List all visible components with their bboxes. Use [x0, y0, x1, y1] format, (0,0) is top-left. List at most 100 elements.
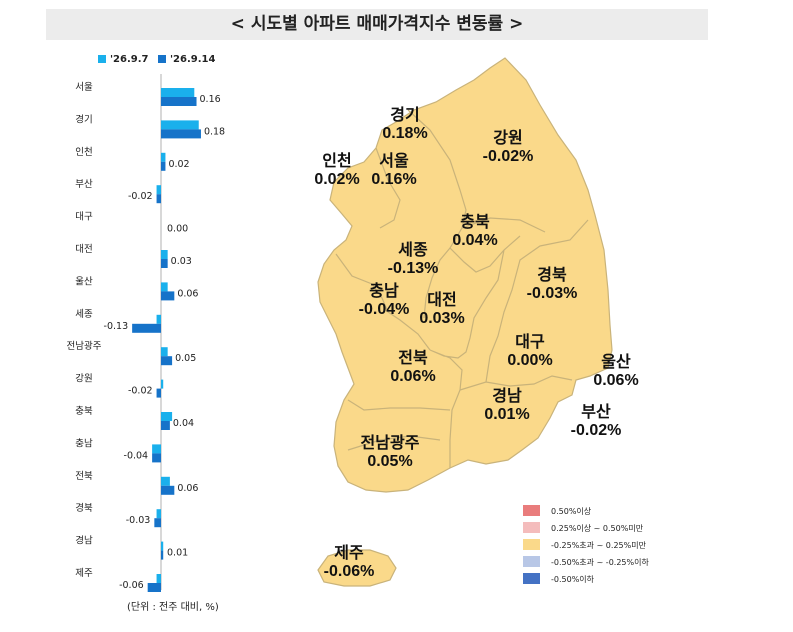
bar-this — [161, 421, 170, 430]
value-label: 0.00 — [167, 224, 188, 235]
region-label-14: 전남광주 0.05% — [345, 435, 435, 471]
value-label: 0.06 — [177, 288, 198, 299]
category-label: 강원 — [75, 374, 92, 385]
legend-label-this: '26.9.14 — [170, 54, 216, 65]
region-value: 0.16% — [371, 171, 417, 188]
map-legend-label: -0.50%초과 ~ -0.25%이하 — [551, 558, 649, 567]
region-name: 전남광주 — [360, 435, 420, 452]
bar-prev — [161, 347, 168, 357]
legend-swatch-this — [158, 55, 166, 63]
region-name: 대구 — [515, 334, 545, 351]
value-label: 0.03 — [171, 256, 192, 267]
region-label-8: 경북 -0.03% — [507, 267, 597, 303]
category-label: 대구 — [75, 212, 93, 223]
bar-prev — [161, 379, 164, 389]
bar-this — [132, 323, 161, 333]
bar-prev — [161, 250, 168, 259]
bar-prev — [152, 444, 161, 454]
region-label-10: 전북 0.06% — [368, 350, 458, 386]
region-label-13: 부산 -0.02% — [551, 404, 641, 440]
region-value: -0.06% — [323, 563, 375, 580]
value-label: 0.05 — [175, 353, 196, 364]
bar-this — [161, 259, 168, 268]
map-legend-label: -0.25%초과 ~ 0.25%미만 — [551, 541, 646, 550]
region-name: 제주 — [334, 545, 364, 562]
mainland — [317, 57, 613, 493]
value-label: 0.16 — [200, 94, 221, 105]
bar-prev — [161, 120, 199, 130]
region-label-7: 대전 0.03% — [397, 292, 487, 328]
bar-this — [161, 550, 164, 560]
bar-prev — [161, 541, 164, 551]
region-label-6: 충남 -0.04% — [339, 283, 429, 319]
category-label: 경북 — [75, 502, 93, 514]
bar-prev — [156, 185, 161, 195]
korea-map — [317, 57, 613, 587]
legend-item-this: '26.9.14 — [158, 54, 215, 65]
category-label: 세종 — [75, 309, 93, 320]
value-label: -0.06 — [119, 580, 144, 591]
value-label: 0.02 — [168, 159, 189, 170]
category-label: 충남 — [75, 438, 93, 449]
bar-prev — [156, 574, 161, 583]
region-value: 0.06% — [593, 372, 639, 389]
bar-this — [161, 129, 201, 139]
region-name: 경남 — [492, 388, 522, 405]
bar-prev — [156, 314, 161, 324]
bar-this — [156, 194, 161, 204]
map-legend-swatch — [523, 505, 540, 516]
region-name: 강원 — [493, 130, 523, 147]
category-label: 서울 — [75, 82, 93, 93]
bar-this — [161, 356, 173, 366]
region-label-1: 인천 0.02% — [292, 153, 382, 189]
map-legend-swatch — [523, 573, 540, 584]
value-label: 0.01 — [167, 548, 188, 559]
map-legend-label: -0.50%이하 — [551, 575, 595, 584]
region-value: 0.05% — [367, 453, 413, 470]
map-legend-swatch — [523, 556, 540, 567]
bar-this — [161, 291, 175, 301]
region-label-3: 강원 -0.02% — [463, 130, 553, 166]
region-value: 0.06% — [390, 368, 436, 385]
category-label: 충북 — [75, 406, 93, 417]
region-value: 0.01% — [484, 406, 530, 423]
category-label: 전북 — [75, 471, 93, 482]
bar-this — [154, 518, 161, 528]
bar-this — [161, 485, 175, 495]
region-label-15: 제주 -0.06% — [304, 545, 394, 581]
category-label: 경남 — [75, 535, 93, 547]
bar-this — [147, 583, 161, 592]
bar-prev — [161, 152, 166, 162]
region-name: 세종 — [398, 242, 428, 259]
region-borders — [335, 109, 589, 468]
category-label: 인천 — [75, 147, 92, 158]
region-value: 0.04% — [452, 232, 498, 249]
value-label: -0.03 — [126, 515, 151, 526]
region-value: -0.02% — [482, 148, 534, 165]
bar-prev — [161, 88, 195, 97]
value-label: -0.02 — [128, 386, 153, 397]
map-legend-swatch — [523, 522, 540, 533]
region-label-5: 세종 -0.13% — [368, 242, 458, 278]
region-label-2: 서울 0.16% — [349, 153, 439, 189]
region-label-4: 충북 0.04% — [430, 214, 520, 250]
bar-prev — [161, 412, 173, 421]
region-name: 대전 — [427, 292, 457, 309]
value-label: 0.18 — [204, 126, 225, 137]
bar-prev — [161, 282, 168, 292]
region-name: 경북 — [537, 267, 567, 284]
region-value: -0.03% — [526, 285, 578, 302]
region-name: 인천 — [322, 153, 352, 170]
region-name: 경기 — [390, 107, 420, 124]
legend-label-prev: '26.9.7 — [110, 54, 149, 65]
category-label: 대전 — [75, 244, 92, 255]
bar-prev — [161, 476, 170, 486]
region-value: 0.18% — [382, 125, 428, 142]
category-label: 울산 — [75, 276, 93, 287]
region-name: 부산 — [581, 404, 611, 421]
map-legend-swatch — [523, 539, 540, 550]
unit-note: (단위 : 전주 대비, %) — [127, 602, 219, 613]
region-value: 0.02% — [314, 171, 360, 188]
category-label: 전남광주 — [67, 340, 102, 352]
category-label: 경기 — [75, 113, 92, 125]
